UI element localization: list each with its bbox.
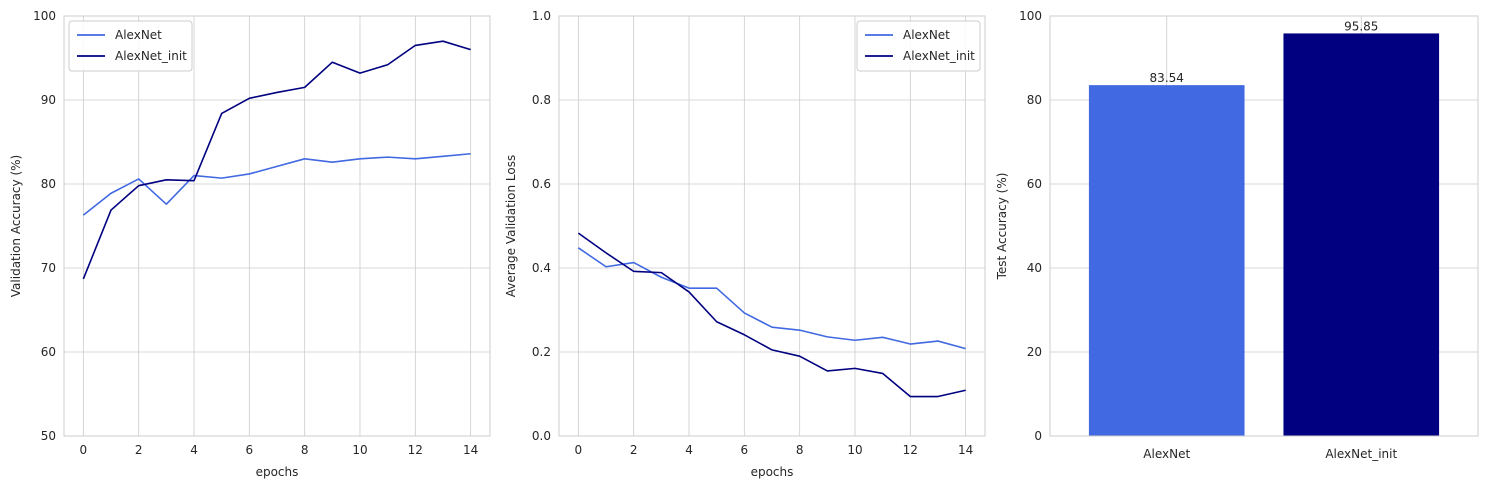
x-tick-label: 10 [352,443,367,457]
panel-2: 0.0 0.2 0.4 0.6 0.8 1.0 0 2 4 6 8 10 12 14 epochs Avera… [504,9,986,479]
y-tick-label: 80 [1027,93,1042,107]
y-axis-label: Validation Accuracy (%) [9,155,23,297]
x-tick-label: 12 [408,443,423,457]
y-tick-label: 50 [41,429,56,443]
x-tick-label: 6 [741,443,749,457]
bar-alexnet [1088,85,1245,436]
y-axis-label: Test Accuracy (%) [995,173,1009,281]
x-tick-label: 2 [135,443,143,457]
x-tick-label: 14 [958,443,973,457]
axes-frame [1049,15,1479,437]
legend-box [68,20,193,72]
x-category-label: AlexNet [1143,447,1190,461]
x-tick-label: 4 [685,443,693,457]
x-tick-label: 6 [246,443,254,457]
y-axis-label: Average Validation Loss [504,155,518,297]
y-tick-label: 20 [1027,345,1042,359]
x-tick-label: 0 [575,443,583,457]
legend-label: AlexNet_init [115,49,187,63]
x-tick-label: 2 [630,443,638,457]
legend: AlexNet AlexNet_init [68,20,193,72]
series-line-alexnet [577,247,966,350]
x-tick-label: 12 [903,443,918,457]
x-tick-label: 14 [463,443,478,457]
y-tick-label: 40 [1027,261,1042,275]
tick-labels: 50 60 70 80 90 100 0 2 4 6 8 10 12 14 [33,9,478,457]
series-line-alexnet [82,152,471,216]
y-tick-label: 100 [1019,9,1042,23]
legend-label: AlexNet [903,28,950,42]
axes-frame [558,15,986,437]
y-tick-label: 0.8 [532,93,551,107]
plot-area [577,232,966,398]
y-tick-label: 0.6 [532,177,551,191]
plot-area: 83.54 95.85 [1088,19,1440,437]
x-tick-label: 0 [80,443,88,457]
panel-1: 50 60 70 80 90 100 0 2 4 6 8 10 12 14 epochs Validation… [9,9,491,479]
bar-value-label: 95.85 [1344,19,1378,33]
y-tick-label: 70 [41,261,56,275]
panel-3: 83.54 95.85 0 20 40 60 80 100 AlexNet AlexNet_ini… [995,9,1479,461]
grid [559,15,985,437]
y-tick-label: 0.2 [532,345,551,359]
y-tick-label: 60 [41,345,56,359]
x-axis-label: epochs [256,465,299,479]
legend-label: AlexNet [115,28,162,42]
grid [64,15,490,437]
y-tick-label: 80 [41,177,56,191]
plot-area [82,40,471,280]
tick-labels: 0 20 40 60 80 100 AlexNet AlexNet_init [1019,9,1397,461]
y-tick-label: 1.0 [532,9,551,23]
y-tick-label: 0.4 [532,261,551,275]
tick-labels: 0.0 0.2 0.4 0.6 0.8 1.0 0 2 4 6 8 10 12 14 [532,9,973,457]
bar-alexnet-init [1283,33,1440,437]
y-tick-label: 100 [33,9,56,23]
x-axis-label: epochs [751,465,794,479]
legend-box [856,20,981,72]
series-line-alexnet-init [577,232,966,398]
y-tick-label: 0.0 [532,429,551,443]
x-tick-label: 10 [847,443,862,457]
bar-value-label: 83.54 [1150,71,1184,85]
x-tick-label: 8 [796,443,804,457]
y-tick-label: 90 [41,93,56,107]
legend: AlexNet AlexNet_init [856,20,981,72]
x-tick-label: 4 [190,443,198,457]
axes-frame [63,15,491,437]
legend-label: AlexNet_init [903,49,975,63]
x-tick-label: 8 [301,443,309,457]
y-tick-label: 0 [1034,429,1042,443]
x-category-label: AlexNet_init [1325,447,1397,461]
series-line-alexnet-init [82,40,471,280]
y-tick-label: 60 [1027,177,1042,191]
